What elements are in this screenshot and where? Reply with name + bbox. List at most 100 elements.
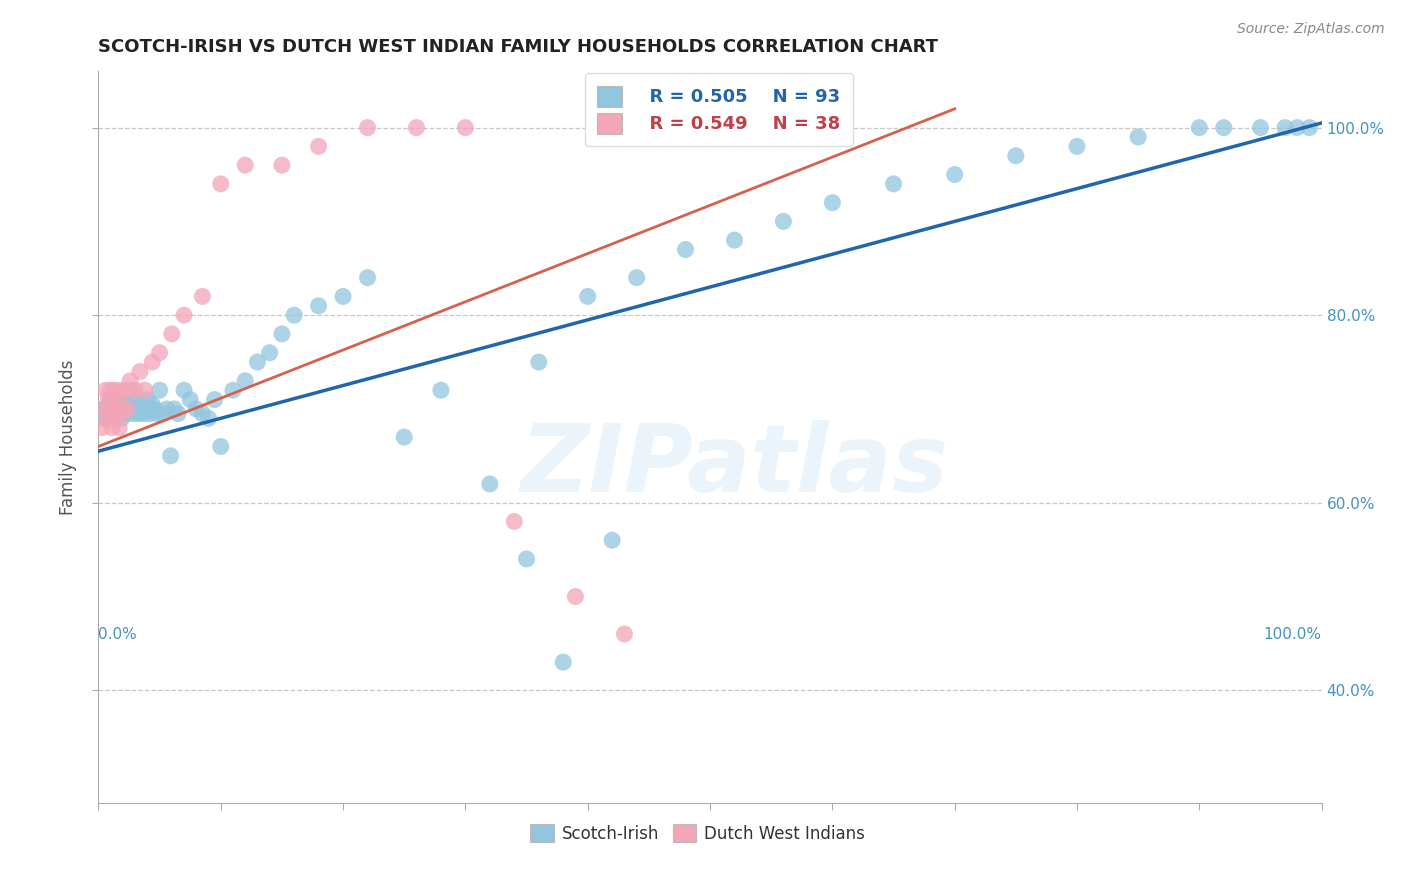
Point (134, 401, 156, 416)
Point (96, 401, 118, 416)
Point (503, 515, 526, 529)
Text: SCOTCH-IRISH VS DUTCH WEST INDIAN FAMILY HOUSEHOLDS CORRELATION CHART: SCOTCH-IRISH VS DUTCH WEST INDIAN FAMILY… (98, 38, 938, 56)
Point (112, 401, 135, 416)
Point (108, 420, 131, 434)
Point (613, 627, 636, 641)
Point (167, 407, 190, 421)
Point (91, 420, 114, 434)
Point (110, 407, 132, 421)
Point (159, 449, 181, 463)
Point (114, 401, 136, 416)
Point (117, 401, 139, 416)
Point (222, 383, 245, 397)
Point (101, 397, 124, 411)
Point (111, 407, 134, 421)
Point (1286, 120, 1309, 135)
Point (108, 401, 131, 416)
Point (204, 392, 226, 407)
Point (129, 364, 152, 378)
Point (626, 270, 648, 285)
Point (100, 383, 122, 397)
Point (478, 477, 501, 491)
Point (110, 397, 132, 411)
Point (209, 440, 232, 454)
Point (1249, 120, 1271, 135)
Point (430, 383, 453, 397)
Point (173, 308, 195, 322)
Point (124, 383, 146, 397)
Point (111, 401, 134, 416)
Point (1274, 120, 1296, 135)
Point (233, 374, 256, 388)
Point (173, 383, 195, 397)
Point (96, 411, 118, 425)
Point (356, 120, 378, 135)
Point (103, 383, 125, 397)
Point (270, 326, 294, 341)
Point (105, 401, 128, 416)
Point (515, 552, 537, 566)
Point (163, 401, 186, 416)
Point (246, 355, 269, 369)
Point (91, 407, 114, 421)
Point (101, 407, 124, 421)
Point (141, 355, 163, 369)
Point (160, 326, 183, 341)
Point (143, 401, 166, 416)
Point (105, 392, 128, 407)
Text: 0.0%: 0.0% (98, 627, 138, 642)
Point (129, 401, 152, 416)
Point (332, 289, 354, 303)
Point (149, 383, 172, 397)
Legend: Scotch-Irish, Dutch West Indians: Scotch-Irish, Dutch West Indians (523, 818, 872, 849)
Point (117, 407, 139, 421)
Point (107, 401, 129, 416)
Point (124, 401, 146, 416)
Point (132, 407, 155, 421)
Point (149, 345, 172, 359)
Point (91, 401, 114, 416)
Point (121, 392, 143, 407)
Point (115, 397, 138, 411)
Point (110, 383, 132, 397)
Point (233, 158, 256, 172)
Point (100, 392, 122, 407)
Point (105, 411, 128, 425)
Point (108, 392, 131, 407)
Point (101, 420, 124, 434)
Point (564, 590, 586, 604)
Point (120, 374, 142, 388)
Point (120, 401, 142, 416)
Point (141, 397, 163, 411)
Point (156, 401, 179, 416)
Point (118, 401, 141, 416)
Point (114, 383, 136, 397)
Point (127, 392, 149, 407)
Point (93, 401, 115, 416)
Point (197, 411, 219, 425)
Point (112, 392, 135, 407)
Point (111, 411, 134, 425)
Point (883, 177, 905, 191)
Point (97, 392, 120, 407)
Point (600, 533, 623, 548)
Point (152, 407, 174, 421)
Point (209, 177, 232, 191)
Point (103, 401, 125, 416)
Point (122, 407, 145, 421)
Point (120, 383, 142, 397)
Point (136, 392, 159, 407)
Text: 100.0%: 100.0% (1264, 627, 1322, 642)
Point (405, 120, 427, 135)
Point (1298, 120, 1320, 135)
Point (111, 407, 134, 421)
Point (97, 407, 120, 421)
Point (139, 407, 162, 421)
Text: ZIPatlas: ZIPatlas (520, 420, 949, 512)
Point (186, 401, 208, 416)
Point (772, 214, 794, 228)
Point (101, 401, 124, 416)
Point (93, 411, 115, 425)
Point (107, 397, 129, 411)
Point (527, 355, 550, 369)
